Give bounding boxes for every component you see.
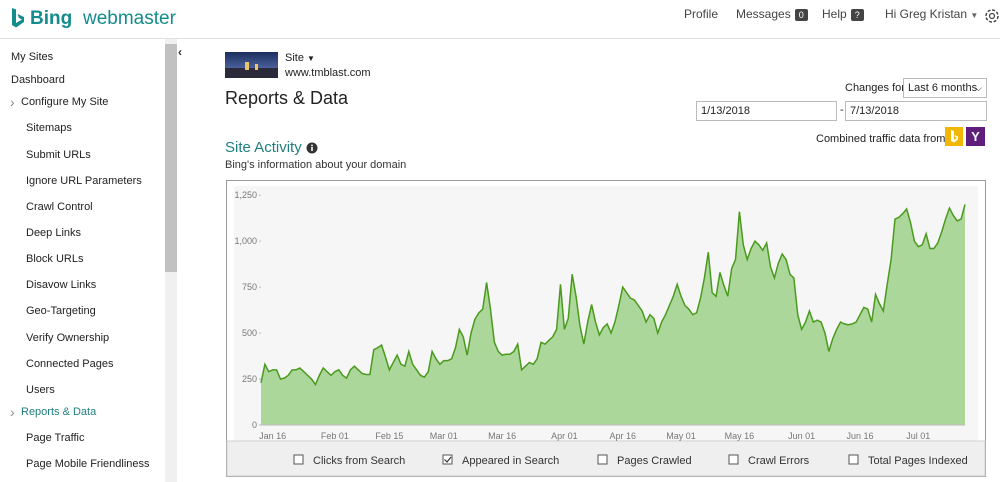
toggle-checkbox[interactable] xyxy=(293,454,304,465)
messages-link[interactable]: Messages 0 xyxy=(736,7,808,21)
changes-for-label: Changes for xyxy=(845,82,905,94)
x-tick-label: Jan 16 xyxy=(259,431,286,441)
engine-icons: Y xyxy=(945,127,985,146)
y-tick-label: 1,250 xyxy=(234,190,257,200)
x-tick-label: Jun 16 xyxy=(846,431,873,441)
sidebar-item[interactable]: Disavow Links xyxy=(26,279,97,291)
help-label: Help xyxy=(822,7,847,21)
top-bar: Bing webmaster Profile Messages 0 Help? H… xyxy=(0,0,1000,39)
range-select[interactable]: Last 6 months ⌵ xyxy=(903,78,987,98)
page-title: Reports & Data xyxy=(225,88,349,108)
toggle-checkbox[interactable] xyxy=(728,454,739,465)
toggle-checkbox[interactable] xyxy=(597,454,608,465)
toggle-label[interactable]: Appeared in Search xyxy=(462,455,559,467)
toggle-check xyxy=(444,456,452,463)
help-badge: ? xyxy=(850,9,864,21)
y-tick-label: 750 xyxy=(242,282,257,292)
user-menu[interactable]: Hi Greg Kristan ▼ xyxy=(885,7,979,21)
toggle-checkbox[interactable] xyxy=(442,454,453,465)
sidebar-item[interactable]: Page Traffic xyxy=(26,432,85,444)
x-tick-label: Apr 16 xyxy=(609,431,636,441)
site-activity-chart: 0 250 500 750 1,000 1,250 Jan 16 Feb 01 Feb 15 Ma… xyxy=(226,180,986,477)
sidebar-item[interactable]: My Sites xyxy=(11,51,54,63)
toggle-checkbox[interactable] xyxy=(848,454,859,465)
x-tick-label: Jun 01 xyxy=(788,431,815,441)
sidebar: My Sites Dashboard Configure My Site › Sitem… xyxy=(0,39,165,482)
sidebar-item[interactable]: Ignore URL Parameters xyxy=(26,175,142,187)
sidebar-item[interactable]: Sitemaps xyxy=(26,122,72,134)
site-label: Site xyxy=(285,52,304,64)
area-line xyxy=(260,204,966,387)
sidebar-item[interactable]: Connected Pages xyxy=(26,358,114,370)
x-tick-label: Feb 01 xyxy=(321,431,349,441)
end-date[interactable]: 7/13/2018 xyxy=(845,101,987,121)
y-tick-label: 250 xyxy=(242,374,257,384)
toggle-label[interactable]: Pages Crawled xyxy=(617,455,692,467)
collapse-toggle[interactable]: ‹ xyxy=(178,45,182,59)
toggle-label[interactable]: Total Pages Indexed xyxy=(868,455,968,467)
profile-link[interactable]: Profile xyxy=(684,7,719,21)
info-icon[interactable] xyxy=(306,142,318,154)
sidebar-item[interactable]: Reports & Data xyxy=(21,406,97,418)
x-tick-label: Apr 01 xyxy=(551,431,578,441)
date-separator: - xyxy=(840,104,844,116)
area-fill xyxy=(261,204,965,425)
messages-count: 0 xyxy=(794,9,808,21)
expand-arrow: › xyxy=(10,404,15,420)
sidebar-item[interactable]: Dashboard xyxy=(11,74,65,86)
sidebar-item[interactable]: Users xyxy=(26,384,55,396)
section-title: Site Activity xyxy=(225,139,302,156)
site-selector[interactable]: Site ▼ xyxy=(285,52,315,64)
start-date[interactable]: 1/13/2018 xyxy=(696,101,837,121)
messages-label: Messages xyxy=(736,7,791,21)
sidebar-item[interactable]: Block URLs xyxy=(26,253,84,265)
sidebar-item[interactable]: Deep Links xyxy=(26,227,82,239)
toggle-label[interactable]: Clicks from Search xyxy=(313,455,405,467)
site-url: www.tmblast.com xyxy=(285,67,371,79)
sidebar-item[interactable]: Verify Ownership xyxy=(26,332,110,344)
help-link[interactable]: Help? xyxy=(822,7,864,21)
y-tick-label: 1,000 xyxy=(234,236,257,246)
x-tick-label: Feb 15 xyxy=(375,431,403,441)
svg-text:Y: Y xyxy=(971,129,980,144)
settings-icon[interactable] xyxy=(983,6,1000,26)
bing-logo xyxy=(12,8,24,28)
y-tick-label: 500 xyxy=(242,328,257,338)
brand: Bing xyxy=(30,8,73,29)
site-thumbnail xyxy=(225,52,278,78)
x-tick-label: Mar 01 xyxy=(430,431,458,441)
sidebar-item[interactable]: Submit URLs xyxy=(26,149,91,161)
sidebar-item[interactable]: Page Mobile Friendliness xyxy=(26,458,150,470)
sidebar-item[interactable]: Configure My Site xyxy=(21,96,109,108)
range-value: Last 6 months xyxy=(908,82,978,94)
toggle-label[interactable]: Crawl Errors xyxy=(748,455,810,467)
sidebar-item[interactable]: Geo-Targeting xyxy=(26,305,96,317)
expand-arrow: › xyxy=(10,94,15,110)
x-tick-label: May 01 xyxy=(666,431,696,441)
product: webmaster xyxy=(83,8,176,29)
x-tick-label: Mar 16 xyxy=(488,431,516,441)
x-tick-label: Jul 01 xyxy=(906,431,930,441)
section-subtitle: Bing's information about your domain xyxy=(225,159,407,171)
combined-label: Combined traffic data from xyxy=(816,133,946,145)
x-tick-label: May 16 xyxy=(725,431,755,441)
scroll-thumb[interactable] xyxy=(165,44,177,272)
user-name: Hi Greg Kristan xyxy=(885,7,968,21)
sidebar-item[interactable]: Crawl Control xyxy=(26,201,93,213)
y-tick-label: 0 xyxy=(252,420,257,430)
